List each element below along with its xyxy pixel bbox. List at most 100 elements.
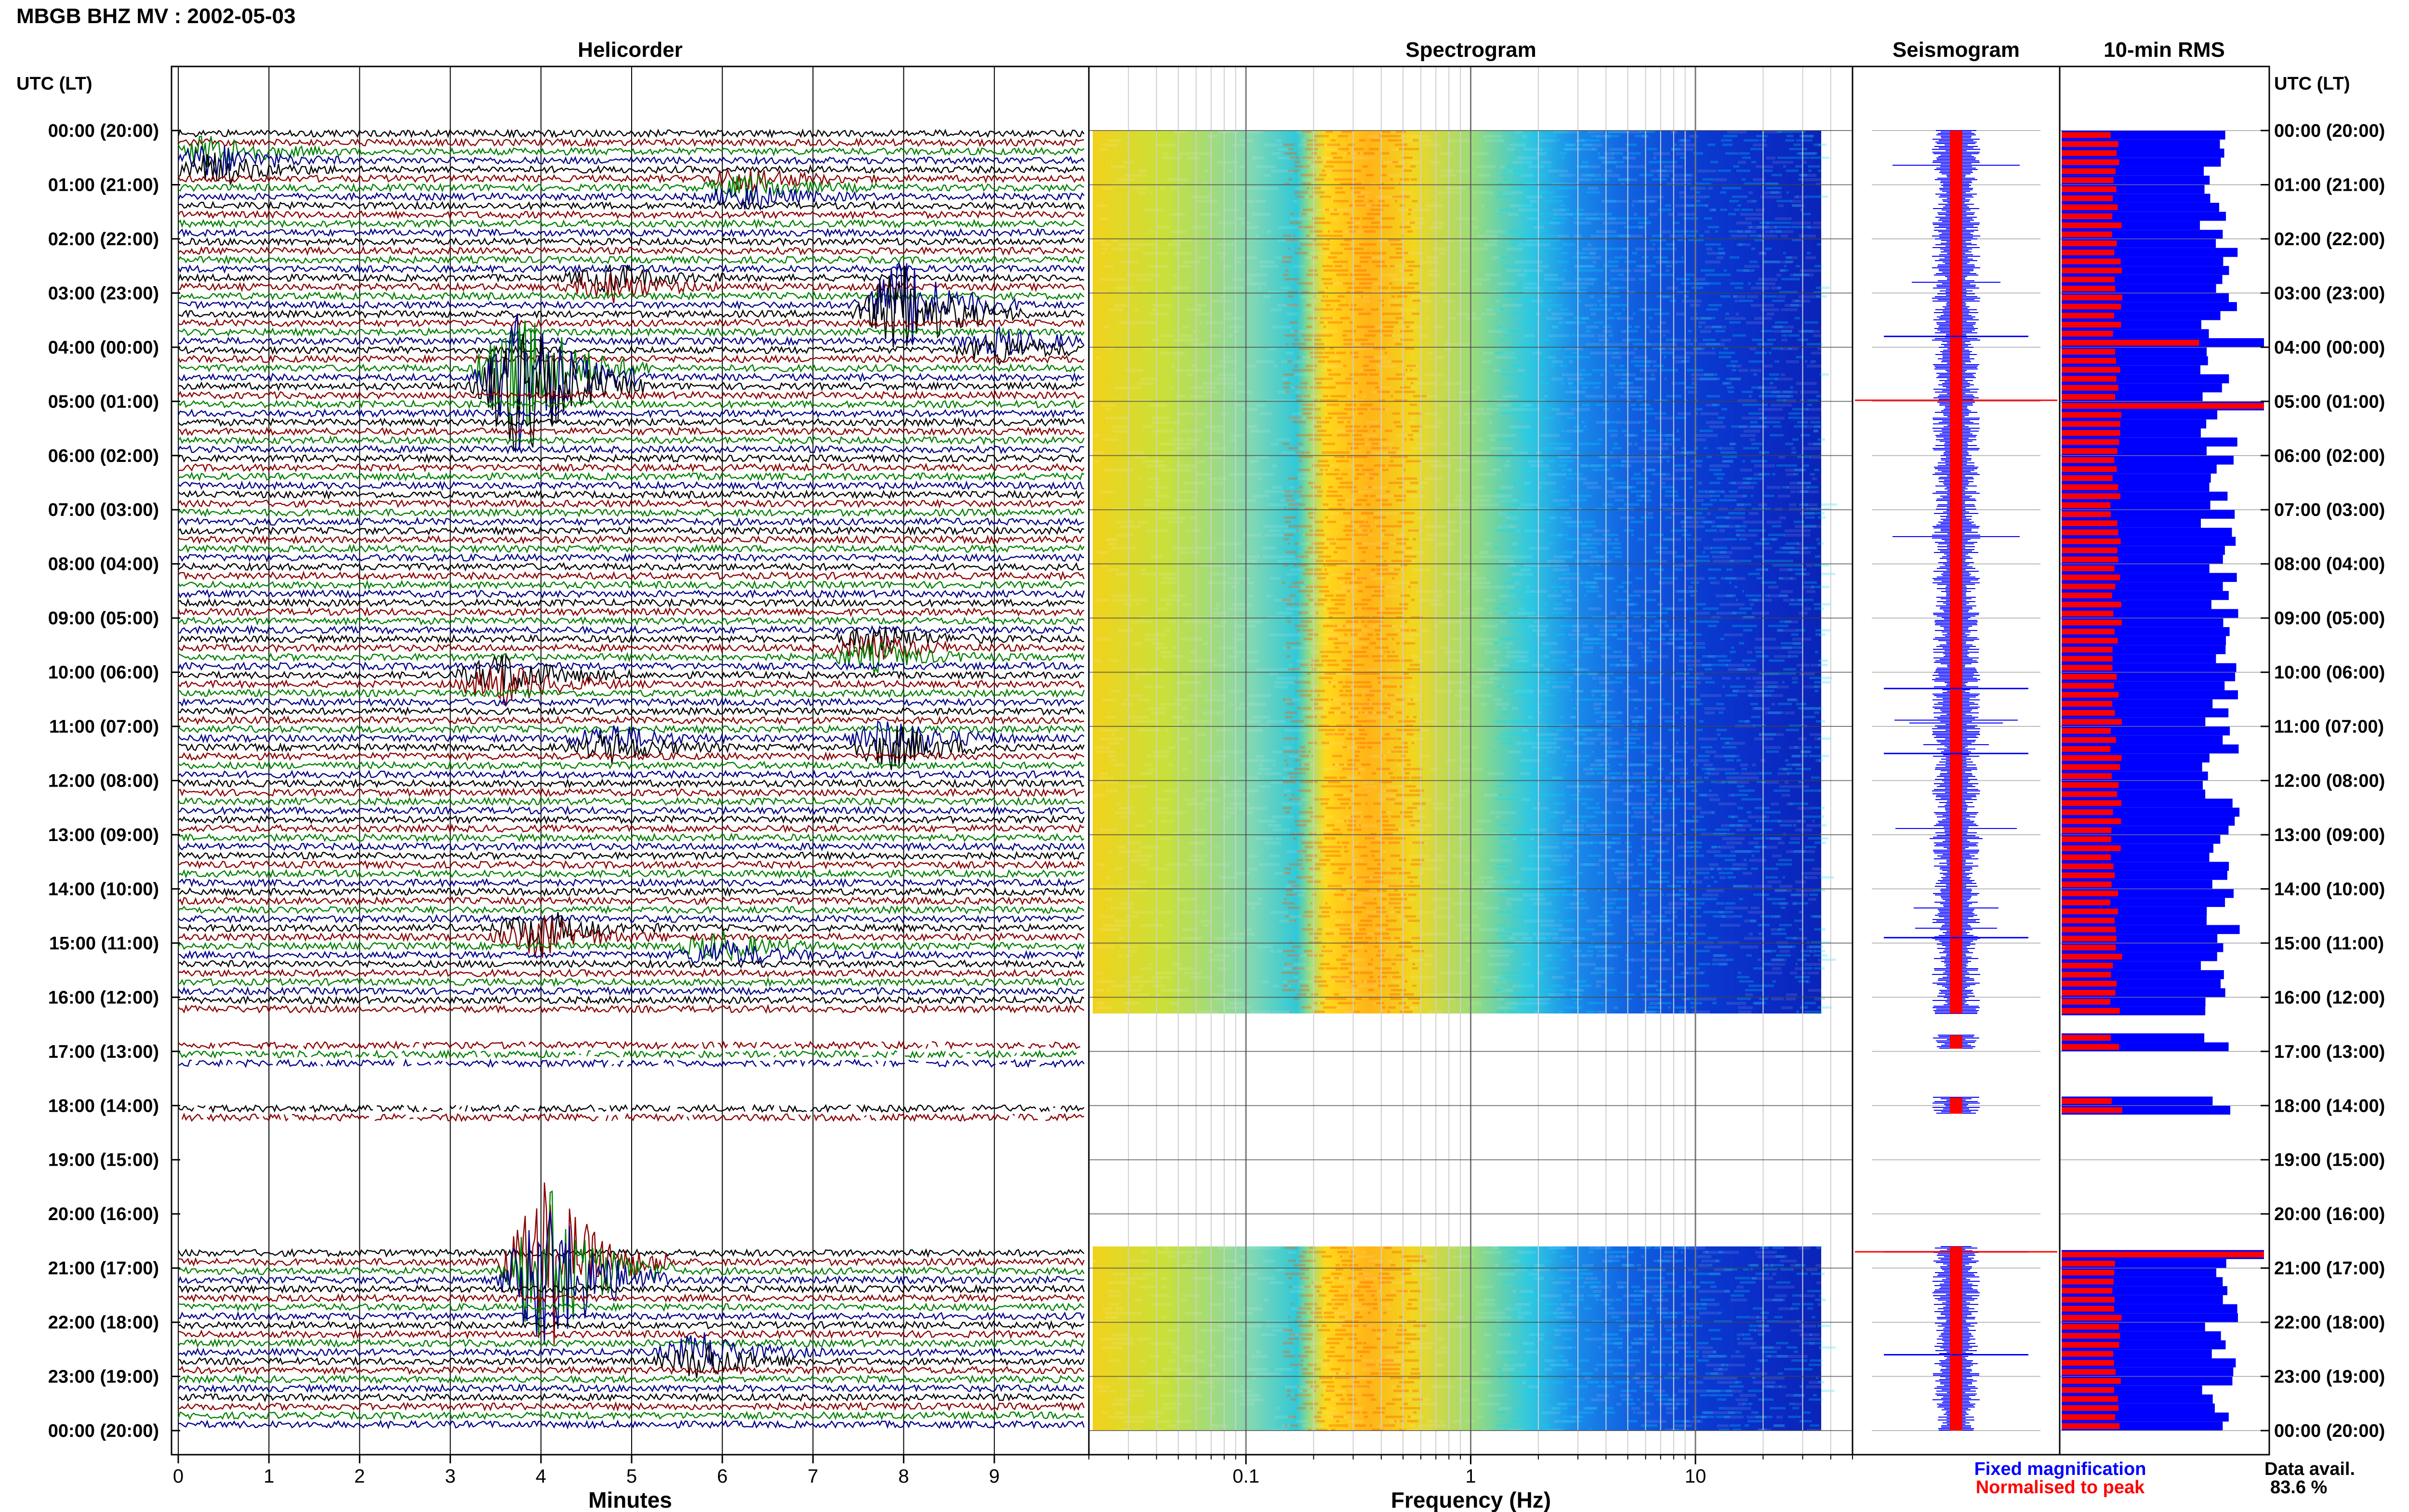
spectrogram-title: Spectrogram (1405, 38, 1536, 62)
minute-tick-label: 2 (354, 1466, 365, 1487)
time-label-right: 02:00 (22:00) (2274, 229, 2385, 250)
time-label-right: 03:00 (23:00) (2274, 283, 2385, 303)
legend-normalised: Normalised to peak (1976, 1477, 2145, 1498)
rms-bar-normalised (2062, 619, 2122, 626)
rms-bar-normalised (2062, 286, 2116, 292)
legend-fixed: Fixed magnification (1974, 1459, 2146, 1479)
rms-bar-normalised (2062, 1396, 2118, 1402)
time-label-left: 13:00 (09:00) (48, 825, 159, 845)
data-availability-label: Data avail. (2264, 1459, 2355, 1479)
rms-bar-normalised (2062, 1008, 2120, 1014)
rms-bar-normalised (2062, 683, 2114, 689)
left-axis-label: UTC (LT) (16, 74, 93, 94)
rms-bar-normalised (2062, 150, 2117, 156)
rms-bar-normalised (2062, 989, 2116, 996)
time-label-right: 00:00 (20:00) (2274, 121, 2385, 141)
time-label-right: 08:00 (04:00) (2274, 554, 2385, 575)
rms-bar-normalised (2062, 1423, 2120, 1429)
rms-bar-normalised (2062, 972, 2111, 978)
minute-tick-label: 9 (989, 1466, 1000, 1487)
rms-bar-normalised (2062, 159, 2119, 165)
rms-bar-normalised (2062, 421, 2120, 427)
rms-bar-normalised (2062, 872, 2115, 879)
rms-bar-normalised (2062, 204, 2118, 210)
time-label-right: 09:00 (05:00) (2274, 608, 2385, 629)
time-label-right: 17:00 (13:00) (2274, 1042, 2385, 1062)
rms-bar-normalised (2062, 701, 2113, 707)
rms-bar-normalised (2062, 981, 2117, 987)
time-label-left: 20:00 (16:00) (48, 1204, 159, 1224)
rms-panel (2060, 130, 2269, 1431)
rms-bar-normalised (2062, 412, 2121, 418)
rms-bar-normalised (2062, 1035, 2111, 1041)
rms-bar-normalised (2062, 800, 2122, 806)
data-availability-value: 83.6 % (2270, 1477, 2327, 1498)
minute-tick-label: 0 (173, 1466, 184, 1487)
rms-bar-normalised (2062, 321, 2121, 328)
time-label-right: 16:00 (12:00) (2274, 987, 2385, 1008)
frequency-tick-label: 1 (1465, 1466, 1476, 1487)
rms-bar-normalised (2062, 222, 2122, 228)
rms-bar-normalised (2062, 1261, 2115, 1267)
rms-bar-normalised (2062, 349, 2116, 355)
rms-bar-normalised (2062, 1324, 2119, 1330)
time-label-left: 09:00 (05:00) (48, 608, 159, 629)
rms-bar-normalised (2062, 385, 2118, 391)
time-label-right: 21:00 (17:00) (2274, 1259, 2385, 1279)
rms-bar-normalised (2062, 231, 2112, 237)
rms-bar-normalised (2062, 710, 2115, 716)
seismogram-traces (1855, 130, 2057, 1431)
rms-bar-normalised (2062, 656, 2113, 662)
rms-bar-normalised (2062, 1315, 2122, 1321)
panel-frame (171, 66, 1090, 1456)
rms-bar-normalised (2062, 854, 2111, 860)
rms-bar-normalised (2062, 294, 2122, 301)
rms-bar-normalised (2062, 186, 2117, 192)
spectrogram-texture (1093, 1247, 1842, 1432)
rms-bar-normalised (2062, 1333, 2120, 1339)
rms-bar-normalised (2062, 818, 2121, 824)
rms-bar-normalised (2062, 610, 2114, 617)
spectrogram-segment (1093, 1246, 1821, 1431)
time-label-left: 00:00 (20:00) (48, 121, 159, 141)
rms-bar-normalised (2062, 953, 2122, 960)
time-label-right: 18:00 (14:00) (2274, 1096, 2385, 1116)
rms-bar-normalised (2062, 583, 2116, 590)
rms-bar-normalised (2062, 502, 2111, 508)
rms-bar-normalised (2062, 267, 2122, 274)
minutes-axis-label: Minutes (588, 1487, 672, 1512)
time-label-right: 00:00 (20:00) (2274, 1421, 2385, 1441)
rms-bar-normalised (2062, 177, 2114, 184)
time-label-left: 22:00 (18:00) (48, 1313, 159, 1333)
helicorder-panel (178, 66, 1084, 1455)
minute-tick-label: 4 (536, 1466, 546, 1487)
rms-bar-normalised (2062, 394, 2116, 400)
helicorder-minute-grid (178, 66, 995, 1455)
rms-bar-normalised (2062, 1378, 2121, 1384)
frequency-axis-label: Frequency (Hz) (1391, 1487, 1551, 1512)
rms-bar-normalised (2062, 1278, 2114, 1285)
station-title: MBGB BHZ MV : 2002-05-03 (16, 4, 295, 28)
rms-bar-normalised (2062, 511, 2111, 517)
time-label-left: 19:00 (15:00) (48, 1150, 159, 1170)
rms-bar-normalised (2062, 529, 2118, 536)
rms-bar-normalised (2062, 863, 2114, 869)
minute-tick-label: 7 (807, 1466, 818, 1487)
rms-bar-normalised (2062, 240, 2117, 247)
time-label-right: 12:00 (08:00) (2274, 771, 2385, 791)
rms-bar-normalised (2062, 258, 2121, 264)
rms-bar-normalised (2062, 673, 2117, 680)
time-label-left: 15:00 (11:00) (49, 933, 159, 954)
rms-bar-normalised (2062, 646, 2113, 653)
rms-bar-normalised (2062, 213, 2113, 220)
time-label-left: 17:00 (13:00) (48, 1042, 159, 1062)
time-label-right: 14:00 (10:00) (2274, 879, 2385, 899)
time-label-left: 02:00 (22:00) (48, 229, 159, 250)
right-axis-label: UTC (LT) (2274, 74, 2350, 94)
rms-bar-normalised (2062, 250, 2115, 256)
rms-bar-normalised (2062, 1351, 2113, 1357)
seismogram-panel (1855, 130, 2057, 1431)
minute-tick-label: 6 (717, 1466, 728, 1487)
rms-bar-normalised (2062, 457, 2115, 463)
rms-bar-normalised (2062, 728, 2111, 734)
